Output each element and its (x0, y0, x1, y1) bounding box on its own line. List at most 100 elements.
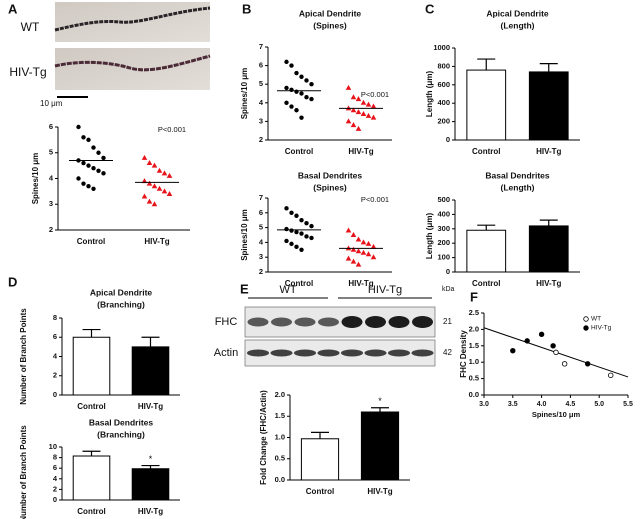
point (284, 206, 289, 211)
x-tick-label: Control (472, 147, 500, 156)
annotation: P<0.001 (158, 125, 186, 134)
point (289, 210, 294, 215)
point (304, 78, 309, 83)
point (86, 184, 91, 189)
y-tick-label: 5 (259, 79, 263, 88)
y-tick-label: 0.0 (469, 390, 479, 399)
y-tick-label: 2 (259, 135, 263, 144)
point (355, 109, 362, 115)
y-tick-label: 7 (259, 193, 263, 202)
point (156, 185, 163, 191)
y-tick-label: 6 (49, 122, 53, 131)
bar (360, 411, 400, 481)
blot-band (364, 349, 387, 357)
point (294, 70, 299, 76)
x-tick-label: Control (77, 237, 105, 246)
blot-band (411, 349, 434, 357)
x-tick-label: HIV-Tg (138, 507, 163, 516)
x-tick-label: Control (306, 487, 334, 496)
bar (131, 346, 170, 396)
point (284, 100, 289, 106)
point (360, 249, 367, 255)
blot-band (271, 317, 292, 327)
dendrite-hiv (54, 54, 211, 72)
point (370, 243, 377, 249)
point (561, 361, 568, 367)
chart-subtitle: (Length) (501, 182, 535, 192)
point (584, 361, 591, 367)
blot-band (294, 349, 316, 357)
blot-size: 42 (443, 348, 452, 357)
point (151, 162, 158, 168)
image-label: HIV-Tg (9, 65, 46, 79)
point (284, 59, 289, 65)
point (365, 101, 372, 107)
point (141, 193, 148, 199)
blot-band (341, 316, 363, 328)
point (365, 251, 372, 257)
x-tick-label: HIV-Tg (138, 402, 163, 411)
point (355, 96, 362, 102)
point (294, 108, 299, 113)
blot-row: FHC (215, 316, 238, 328)
y-tick-label: 1.0 (275, 432, 285, 441)
point (284, 85, 289, 91)
point (161, 188, 168, 194)
point (151, 183, 158, 189)
point (309, 82, 314, 87)
y-tick-label: 1.0 (469, 357, 479, 366)
y-tick-label: 1000 (433, 43, 450, 52)
chart-title: Apical Dendrite (486, 8, 549, 18)
panel-letter: E (240, 281, 249, 296)
x-tick-label: HIV-Tg (144, 237, 169, 246)
point (304, 234, 309, 239)
y-tick-label: 6 (259, 208, 263, 217)
bar (300, 438, 340, 481)
y-tick-label: 0 (446, 267, 450, 276)
panel-letter: C (425, 1, 435, 16)
bar (72, 455, 111, 501)
point (289, 228, 294, 233)
blot-group: HIV-Tg (368, 284, 402, 296)
point (299, 115, 304, 120)
point (141, 154, 148, 160)
chart-subtitle: (Branching) (97, 299, 145, 309)
y-tick-label: 4 (259, 237, 264, 246)
y-tick-label: 5 (259, 223, 263, 232)
chart-title: Basal Dendrites (298, 170, 363, 180)
y-tick-label: 2.0 (275, 390, 285, 399)
x-tick-label: Control (77, 507, 105, 516)
bar (72, 336, 111, 396)
point (289, 104, 294, 109)
point (91, 166, 96, 171)
x-tick-label: HIV-Tg (348, 147, 373, 156)
y-axis-label: Spines/10 μm (31, 153, 40, 205)
point (370, 114, 377, 120)
y-tick-label: 2.5 (469, 308, 479, 317)
blot-band (388, 349, 410, 357)
y-tick-label: 6 (53, 463, 57, 472)
point (81, 135, 86, 140)
point (96, 168, 101, 173)
point (151, 201, 158, 207)
point (81, 160, 86, 166)
blot-row: Actin (214, 347, 238, 359)
chart-title: Basal Dendrites (89, 417, 154, 427)
y-tick-label: 200 (437, 117, 450, 126)
point (345, 255, 352, 261)
point (360, 239, 367, 245)
point (294, 213, 299, 218)
significance: * (378, 396, 382, 406)
y-axis-label: Number of Branch Points (19, 425, 28, 519)
point (510, 348, 516, 354)
y-axis-label: Length (μm) (425, 71, 434, 118)
point (289, 63, 294, 68)
point (360, 110, 367, 116)
chart-title: Apical Dendrite (90, 287, 153, 297)
y-tick-label: 400 (437, 209, 450, 218)
point (345, 118, 352, 124)
chart-subtitle: (Spines) (313, 20, 347, 30)
point (355, 261, 362, 267)
point (294, 244, 299, 250)
x-tick-label: 5.0 (594, 401, 604, 408)
